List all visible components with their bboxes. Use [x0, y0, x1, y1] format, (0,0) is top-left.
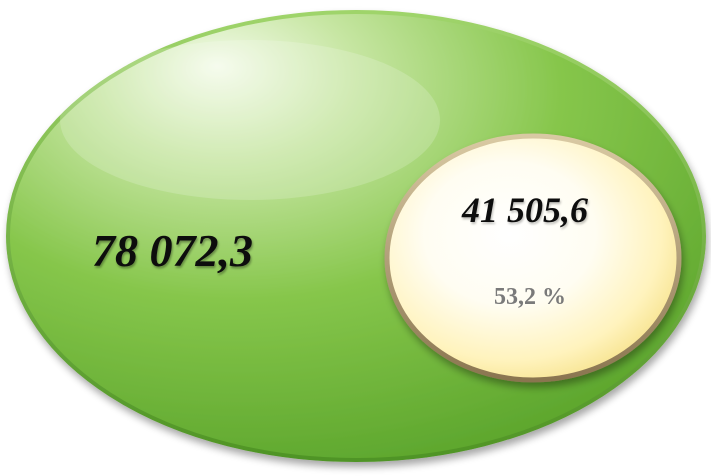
- inner-value-label: 41 505,6: [462, 190, 588, 230]
- inner-circle: [384, 133, 682, 383]
- inner-share-label: 53,2 %: [494, 284, 566, 310]
- outer-value-label: 78 072,3: [92, 225, 253, 276]
- outer-ellipse-highlight: [60, 40, 440, 200]
